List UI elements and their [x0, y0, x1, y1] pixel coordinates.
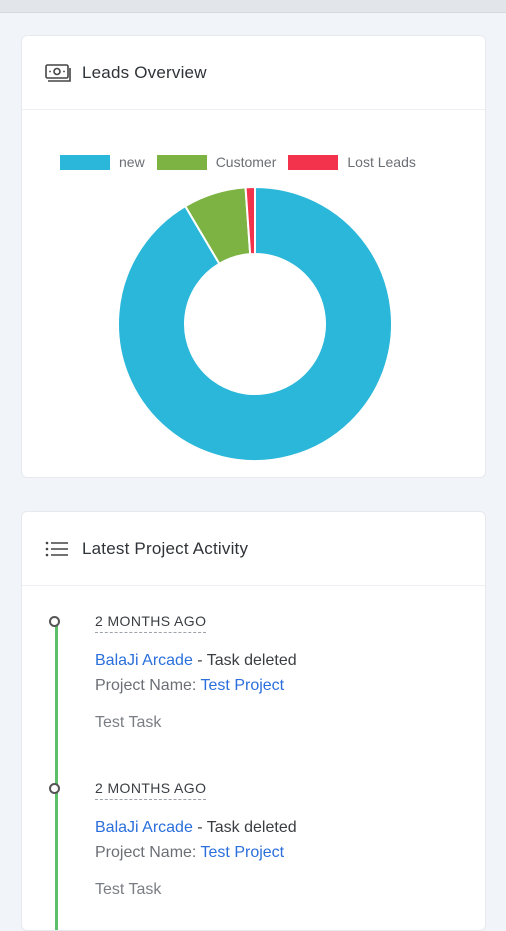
- donut-slice-lost-leads[interactable]: [244, 185, 256, 256]
- chart-legend: new Customer Lost Leads: [60, 154, 428, 170]
- activity-time: 2 MONTHS AGO: [95, 613, 207, 633]
- activity-summary: BalaJi Arcade - Task deleted: [95, 652, 297, 670]
- donut-slice-new[interactable]: [117, 185, 393, 462]
- money-icon: [44, 62, 72, 84]
- activity-user-link[interactable]: BalaJi Arcade: [95, 819, 193, 836]
- legend-item-customer[interactable]: Customer: [156, 154, 277, 170]
- timeline-line: [55, 622, 58, 930]
- leads-overview-title: Leads Overview: [82, 62, 207, 82]
- project-activity-card: Latest Project Activity 2 MONTHS AGO Bal…: [21, 511, 486, 931]
- legend-swatch-new: [60, 154, 110, 170]
- project-name-link[interactable]: Test Project: [200, 844, 285, 861]
- project-name-label: Project Name:: [95, 844, 201, 861]
- legend-item-lost-leads[interactable]: Lost Leads: [288, 154, 416, 170]
- activity-summary: BalaJi Arcade - Task deleted: [95, 819, 297, 837]
- timeline-dot: [49, 783, 60, 794]
- activity-task: Test Task: [95, 881, 162, 898]
- project-name-link[interactable]: Test Project: [200, 677, 285, 694]
- legend-swatch-customer: [156, 154, 207, 170]
- donut-svg: [117, 185, 393, 462]
- legend-label-customer: Customer: [215, 154, 277, 170]
- activity-time: 2 MONTHS AGO: [95, 780, 207, 800]
- legend-swatch-lost-leads: [288, 154, 339, 170]
- legend-item-new[interactable]: new: [60, 154, 145, 170]
- top-bar: [0, 0, 506, 13]
- list-icon: [44, 538, 72, 560]
- legend-label-new: new: [119, 154, 145, 170]
- project-activity-header: Latest Project Activity: [22, 512, 485, 586]
- activity-project: Project Name: Test Project: [95, 844, 284, 862]
- activity-action: - Task deleted: [192, 819, 297, 836]
- activity-action: - Task deleted: [192, 652, 297, 669]
- timeline-dot: [49, 616, 60, 627]
- activity-user-link[interactable]: BalaJi Arcade: [95, 652, 193, 669]
- project-activity-title: Latest Project Activity: [82, 538, 249, 558]
- project-name-label: Project Name:: [95, 677, 201, 694]
- activity-task: Test Task: [95, 714, 162, 731]
- legend-label-lost-leads: Lost Leads: [347, 154, 416, 170]
- leads-overview-header: Leads Overview: [22, 36, 485, 110]
- activity-project: Project Name: Test Project: [95, 677, 284, 695]
- activity-timeline: 2 MONTHS AGO BalaJi Arcade - Task delete…: [22, 586, 485, 930]
- leads-overview-card: Leads Overview new Customer Lost Leads: [21, 35, 486, 478]
- leads-donut-chart: [117, 185, 393, 462]
